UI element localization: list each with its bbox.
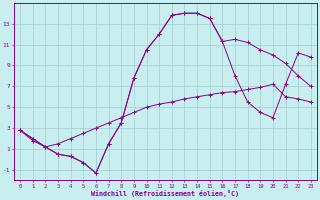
X-axis label: Windchill (Refroidissement éolien,°C): Windchill (Refroidissement éolien,°C) xyxy=(92,190,239,197)
